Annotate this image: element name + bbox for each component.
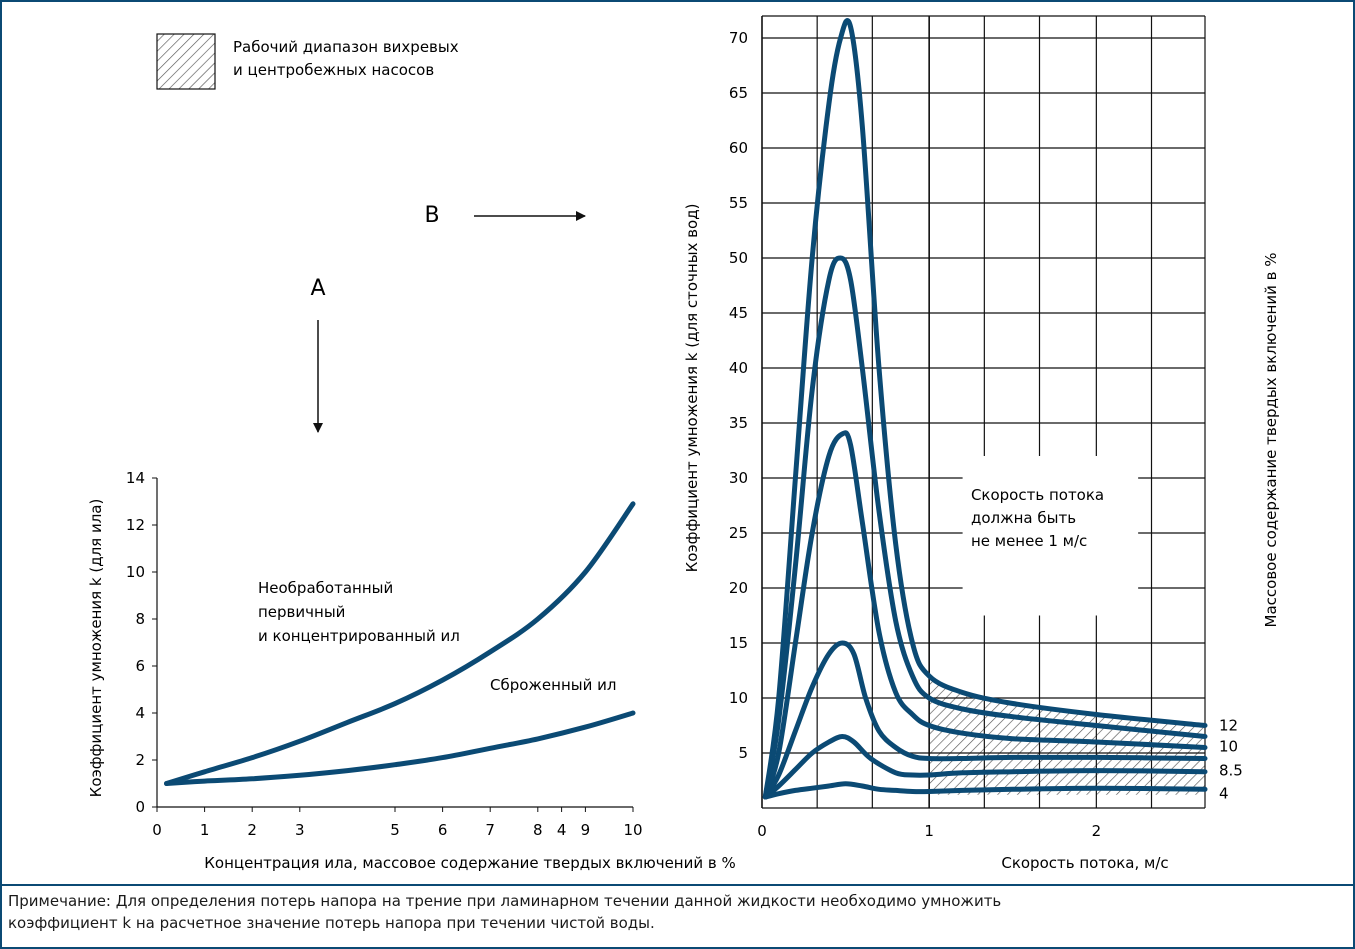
sludge-x-tick-label: 8 bbox=[533, 821, 543, 839]
sludge-y-tick-label: 2 bbox=[135, 751, 145, 769]
solids-percent-label: 12 bbox=[1219, 717, 1238, 735]
wastewater-y-axis-title: Коэффициент умножения k (для сточных вод… bbox=[683, 204, 701, 573]
wastewater-y-tick-label: 70 bbox=[729, 29, 748, 47]
velocity-note-box bbox=[962, 456, 1139, 616]
footnote-line1: Примечание: Для определения потерь напор… bbox=[8, 892, 1002, 910]
sludge-y-tick-label: 10 bbox=[126, 563, 145, 581]
raw-sludge-label-line3: и концентрированный ил bbox=[258, 627, 460, 645]
sludge-x-tick-label: 1 bbox=[200, 821, 210, 839]
operating-range-hatch bbox=[929, 676, 1205, 795]
wastewater-y-tick-label: 45 bbox=[729, 304, 748, 322]
wastewater-y-tick-label: 55 bbox=[729, 194, 748, 212]
sludge-x-tick-label: 9 bbox=[581, 821, 591, 839]
velocity-note-line: Скорость потока bbox=[971, 486, 1104, 504]
legend-hatch-swatch bbox=[156, 33, 216, 90]
wastewater-x-tick-label: 1 bbox=[924, 822, 934, 840]
sludge-y-tick-label: 12 bbox=[126, 516, 145, 534]
sludge-x-tick-label: 2 bbox=[247, 821, 257, 839]
wastewater-y-tick-label: 65 bbox=[729, 84, 748, 102]
velocity-note-line: должна быть bbox=[971, 509, 1076, 527]
wastewater-y-tick-label: 10 bbox=[729, 689, 748, 707]
label-a: A bbox=[310, 276, 325, 301]
sludge-y-tick-label: 0 bbox=[135, 798, 145, 816]
footnote: Примечание: Для определения потерь напор… bbox=[8, 890, 1001, 934]
wastewater-curve-6 bbox=[762, 781, 1208, 800]
raw-sludge-label-line1: Необработанный bbox=[258, 579, 393, 597]
solids-content-axis-title: Массовое содержание твердых включений в … bbox=[1262, 253, 1280, 628]
sludge-x-axis-title: Концентрация ила, массовое содержание тв… bbox=[204, 854, 735, 872]
sludge-x-tick-label: 10 bbox=[623, 821, 642, 839]
velocity-note-line: не менее 1 м/с bbox=[971, 532, 1087, 550]
solids-percent-label: 10 bbox=[1219, 737, 1238, 755]
sludge-x-tick-label: 5 bbox=[390, 821, 400, 839]
wastewater-curve-2 bbox=[762, 255, 1208, 800]
wastewater-curve-1 bbox=[762, 18, 1208, 800]
sludge-y-tick-label: 6 bbox=[135, 657, 145, 675]
digested-sludge-curve bbox=[164, 710, 636, 786]
legend-text-line2: и центробежных насосов bbox=[233, 61, 434, 79]
solids-percent-label: 8.5 bbox=[1219, 762, 1243, 780]
wastewater-x-tick-label: 0 bbox=[757, 822, 767, 840]
wastewater-x-tick-label: 2 bbox=[1092, 822, 1102, 840]
sludge-x-tick-label: 6 bbox=[438, 821, 448, 839]
wastewater-x-axis-title: Скорость потока, м/с bbox=[1001, 854, 1168, 872]
digested-sludge-label: Сброженный ил bbox=[490, 676, 616, 694]
sludge-y-tick-label: 14 bbox=[126, 469, 145, 487]
wastewater-curve-5 bbox=[762, 734, 1208, 800]
label-b: B bbox=[424, 203, 439, 228]
wastewater-y-tick-label: 20 bbox=[729, 579, 748, 597]
sludge-x-tick-label: 0 bbox=[152, 821, 162, 839]
wastewater-y-tick-label: 25 bbox=[729, 524, 748, 542]
note-divider bbox=[2, 884, 1353, 886]
figure-canvas: Рабочий диапазон вихревых и центробежных… bbox=[87, 15, 1280, 872]
wastewater-y-tick-label: 60 bbox=[729, 139, 748, 157]
sludge-y-axis-title: Коэффициент умножения k (для ила) bbox=[87, 499, 105, 798]
legend-text-line1: Рабочий диапазон вихревых bbox=[233, 38, 459, 56]
solids-percent-label: 4 bbox=[1219, 785, 1229, 803]
sludge-y-tick-label: 8 bbox=[135, 610, 145, 628]
wastewater-y-tick-label: 5 bbox=[738, 744, 748, 762]
sludge-x-tick-label: 4 bbox=[557, 821, 567, 839]
sludge-x-tick-label: 7 bbox=[485, 821, 495, 839]
wastewater-y-tick-label: 15 bbox=[729, 634, 748, 652]
wastewater-y-tick-label: 35 bbox=[729, 414, 748, 432]
sludge-y-tick-label: 4 bbox=[135, 704, 145, 722]
footnote-line2: коэффициент k на расчетное значение поте… bbox=[8, 914, 655, 932]
wastewater-curve-4 bbox=[762, 640, 1208, 800]
raw-sludge-label-line2: первичный bbox=[258, 603, 345, 621]
wastewater-curve-3 bbox=[762, 430, 1208, 800]
wastewater-y-tick-label: 30 bbox=[729, 469, 748, 487]
wastewater-y-tick-label: 40 bbox=[729, 359, 748, 377]
raw-sludge-curve bbox=[164, 501, 636, 786]
sludge-x-tick-label: 3 bbox=[295, 821, 305, 839]
wastewater-y-tick-label: 50 bbox=[729, 249, 748, 267]
